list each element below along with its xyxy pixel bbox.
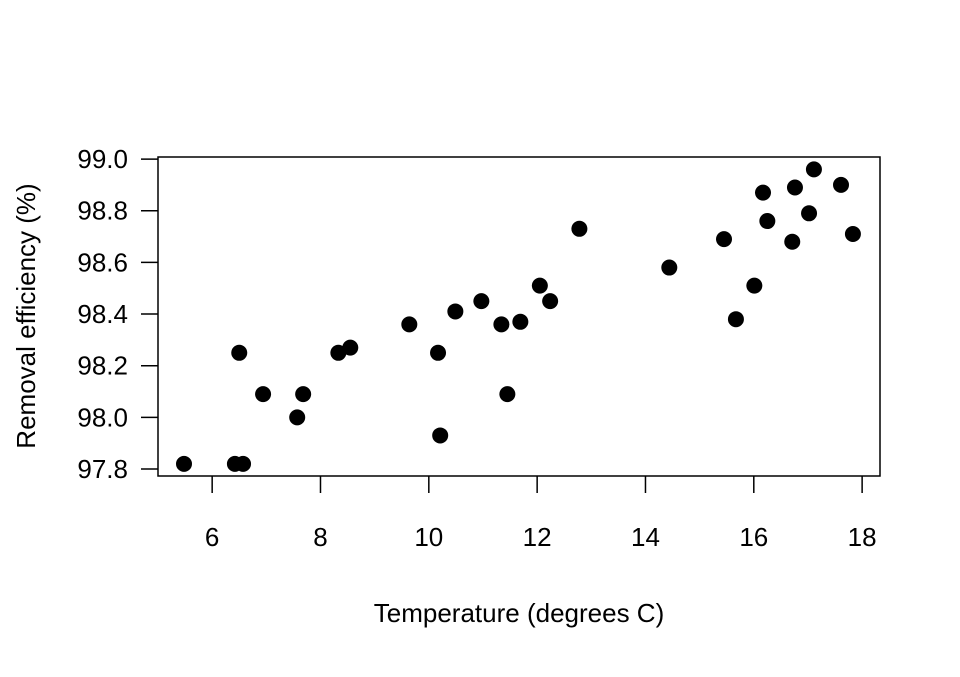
y-tick-label: 98.6 [77, 247, 128, 277]
data-point [759, 213, 776, 230]
y-tick-label: 98.8 [77, 196, 128, 226]
data-point [801, 205, 818, 222]
y-tick-label: 98.0 [77, 402, 128, 432]
x-tick-label: 6 [205, 522, 219, 552]
data-point [542, 293, 559, 310]
data-point [571, 220, 588, 237]
data-point [430, 344, 447, 361]
data-point [231, 344, 248, 361]
data-point [512, 313, 529, 330]
data-point [175, 455, 192, 472]
y-axis-label: Removal efficiency (%) [11, 183, 41, 448]
data-point [447, 303, 464, 320]
y-tick-label: 97.8 [77, 454, 128, 484]
y-tick-label: 99.0 [77, 144, 128, 174]
x-tick-label: 16 [739, 522, 768, 552]
data-point [432, 427, 449, 444]
data-point [786, 179, 803, 196]
x-axis-label: Temperature (degrees C) [374, 598, 664, 628]
data-point [499, 386, 516, 403]
y-tick-label: 98.4 [77, 299, 128, 329]
data-point [755, 184, 772, 201]
x-tick-label: 10 [414, 522, 443, 552]
x-tick-label: 18 [848, 522, 877, 552]
data-point [235, 455, 252, 472]
data-point [844, 225, 861, 242]
data-point [727, 311, 744, 328]
data-point [833, 176, 850, 193]
x-tick-label: 12 [523, 522, 552, 552]
y-tick-label: 98.2 [77, 351, 128, 381]
plot-frame [157, 156, 881, 477]
data-point [784, 233, 801, 250]
x-tick-label: 14 [631, 522, 660, 552]
data-point [295, 386, 312, 403]
data-point [746, 277, 763, 294]
data-point [473, 293, 490, 310]
data-point [342, 339, 359, 356]
data-point [531, 277, 548, 294]
data-point [716, 231, 733, 248]
x-tick-label: 8 [313, 522, 327, 552]
data-point [805, 161, 822, 178]
data-point [661, 259, 678, 276]
data-point [255, 386, 272, 403]
data-point [330, 344, 347, 361]
data-point [493, 316, 510, 333]
data-point [401, 316, 418, 333]
data-point [289, 409, 306, 426]
